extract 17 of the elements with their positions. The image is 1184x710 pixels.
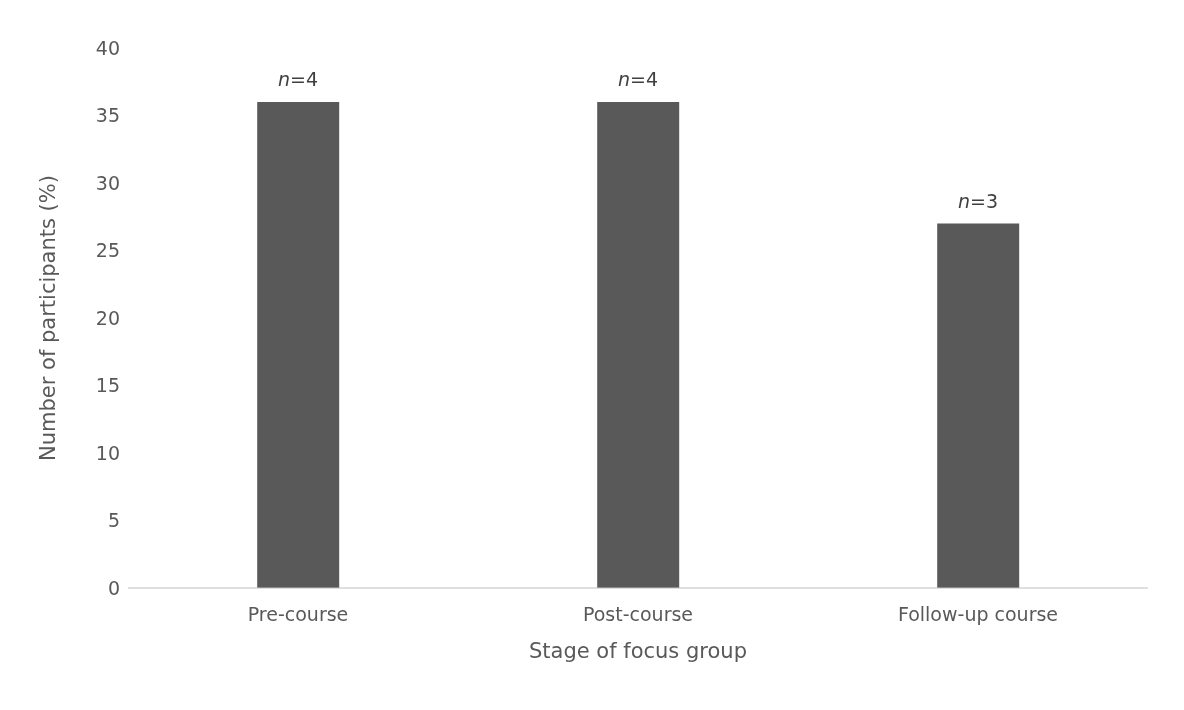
y-tick-label: 5 xyxy=(107,509,120,532)
y-tick-label: 25 xyxy=(95,239,120,262)
x-tick-label: Pre-course xyxy=(247,603,349,626)
annotation: n=3 xyxy=(957,189,999,212)
y-tick-label: 20 xyxy=(95,306,120,329)
y-tick-label: 40 xyxy=(95,36,120,59)
x-axis-title: Stage of focus group xyxy=(529,639,747,663)
y-tick-label: 35 xyxy=(95,104,120,127)
y-tick-label: 15 xyxy=(95,374,120,397)
y-tick-label: 0 xyxy=(107,576,120,599)
annotation: n=4 xyxy=(617,68,659,90)
annotation: n=4 xyxy=(277,68,319,90)
y-tick-label: 30 xyxy=(95,171,120,194)
y-axis-title: Number of participants (%) xyxy=(36,175,61,461)
y-tick-label: 10 xyxy=(95,441,120,464)
x-tick-label: Follow-up course xyxy=(897,603,1059,626)
x-tick-label: Post-course xyxy=(582,603,694,626)
